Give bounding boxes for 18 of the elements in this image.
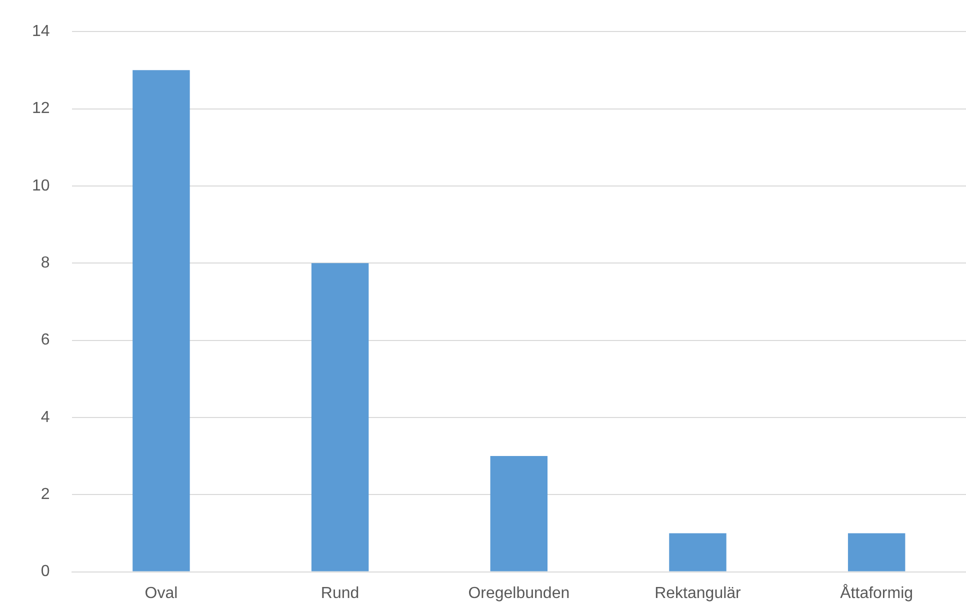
bar <box>311 263 369 572</box>
y-tick-label: 8 <box>40 254 50 272</box>
y-tick-label: 12 <box>32 100 50 118</box>
y-tick-label: 2 <box>40 486 50 504</box>
bar <box>490 456 548 572</box>
y-tick-label: 14 <box>32 23 50 40</box>
x-tick-label: Åttaformig <box>840 584 914 602</box>
y-tick-label: 0 <box>40 563 50 580</box>
bar <box>669 533 726 572</box>
y-tick-label: 4 <box>40 408 50 426</box>
bar <box>848 533 906 572</box>
x-tick-label: Rektangulär <box>654 584 742 602</box>
y-tick-label: 10 <box>32 177 50 194</box>
x-tick-label: Oregelbunden <box>468 584 570 602</box>
x-tick-label: Rund <box>320 584 360 602</box>
bar <box>132 70 190 572</box>
y-tick-label: 6 <box>40 332 50 349</box>
x-tick-label: Oval <box>144 584 178 602</box>
